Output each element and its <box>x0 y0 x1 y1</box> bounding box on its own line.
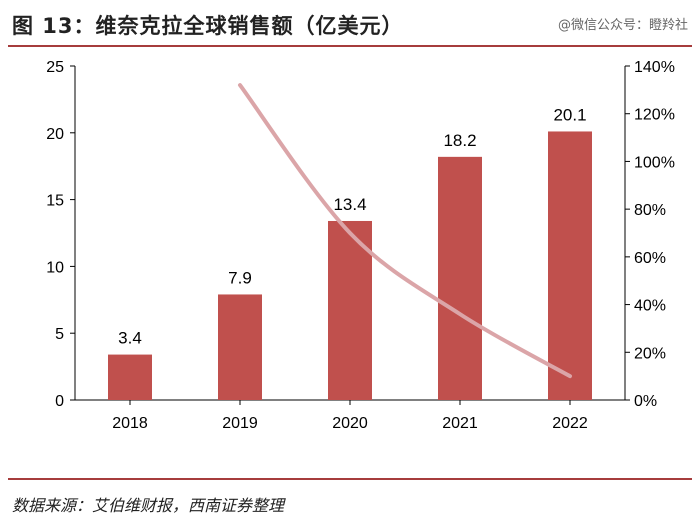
bar <box>108 354 152 400</box>
y-tick-label-right: 0% <box>634 393 657 410</box>
bar <box>328 220 372 400</box>
y-tick-label-right: 20% <box>634 345 666 362</box>
y-tick-label-left: 0 <box>55 393 64 410</box>
source-note: 数据来源：艾伯维财报，西南证券整理 <box>12 496 285 515</box>
y-tick-label-left: 10 <box>46 259 64 276</box>
y-tick-label-right: 60% <box>634 250 666 267</box>
sales-chart: 0 5 10 15 20 25 0% 20% 40% 60% 80% 100% 120% 140% 3.4 2… <box>46 59 675 432</box>
y-tick-label-right: 100% <box>634 154 675 171</box>
y-tick-label-right: 80% <box>634 202 666 219</box>
bar-data-label: 3.4 <box>118 329 142 348</box>
growth-rate-line <box>238 83 572 379</box>
x-tick-label: 2020 <box>332 415 368 432</box>
y-tick-label-left: 25 <box>46 59 64 76</box>
y-tick-label-left: 5 <box>55 326 64 343</box>
bar <box>218 294 262 400</box>
bar <box>438 156 482 400</box>
bar-data-label: 13.4 <box>333 195 366 214</box>
x-tick-label: 2018 <box>112 415 148 432</box>
bar-data-label: 7.9 <box>228 268 252 287</box>
footer-rule <box>8 478 692 480</box>
bar-data-label: 20.1 <box>553 105 586 124</box>
title-rule <box>8 45 692 47</box>
y-tick-label-right: 140% <box>634 59 675 76</box>
x-tick-label: 2021 <box>442 415 478 432</box>
y-tick-label-right: 120% <box>634 107 675 124</box>
chart-title: 图 13：维奈克拉全球销售额（亿美元） <box>12 14 404 38</box>
bar <box>548 131 592 401</box>
x-tick-label: 2019 <box>222 415 258 432</box>
y-tick-label-left: 20 <box>46 126 64 143</box>
y-tick-label-left: 15 <box>46 193 64 210</box>
bar-data-label: 18.2 <box>443 131 476 150</box>
watermark: @微信公众号：瞪羚社 <box>557 18 688 33</box>
x-tick-label: 2022 <box>552 415 588 432</box>
y-tick-label-right: 40% <box>634 298 666 315</box>
